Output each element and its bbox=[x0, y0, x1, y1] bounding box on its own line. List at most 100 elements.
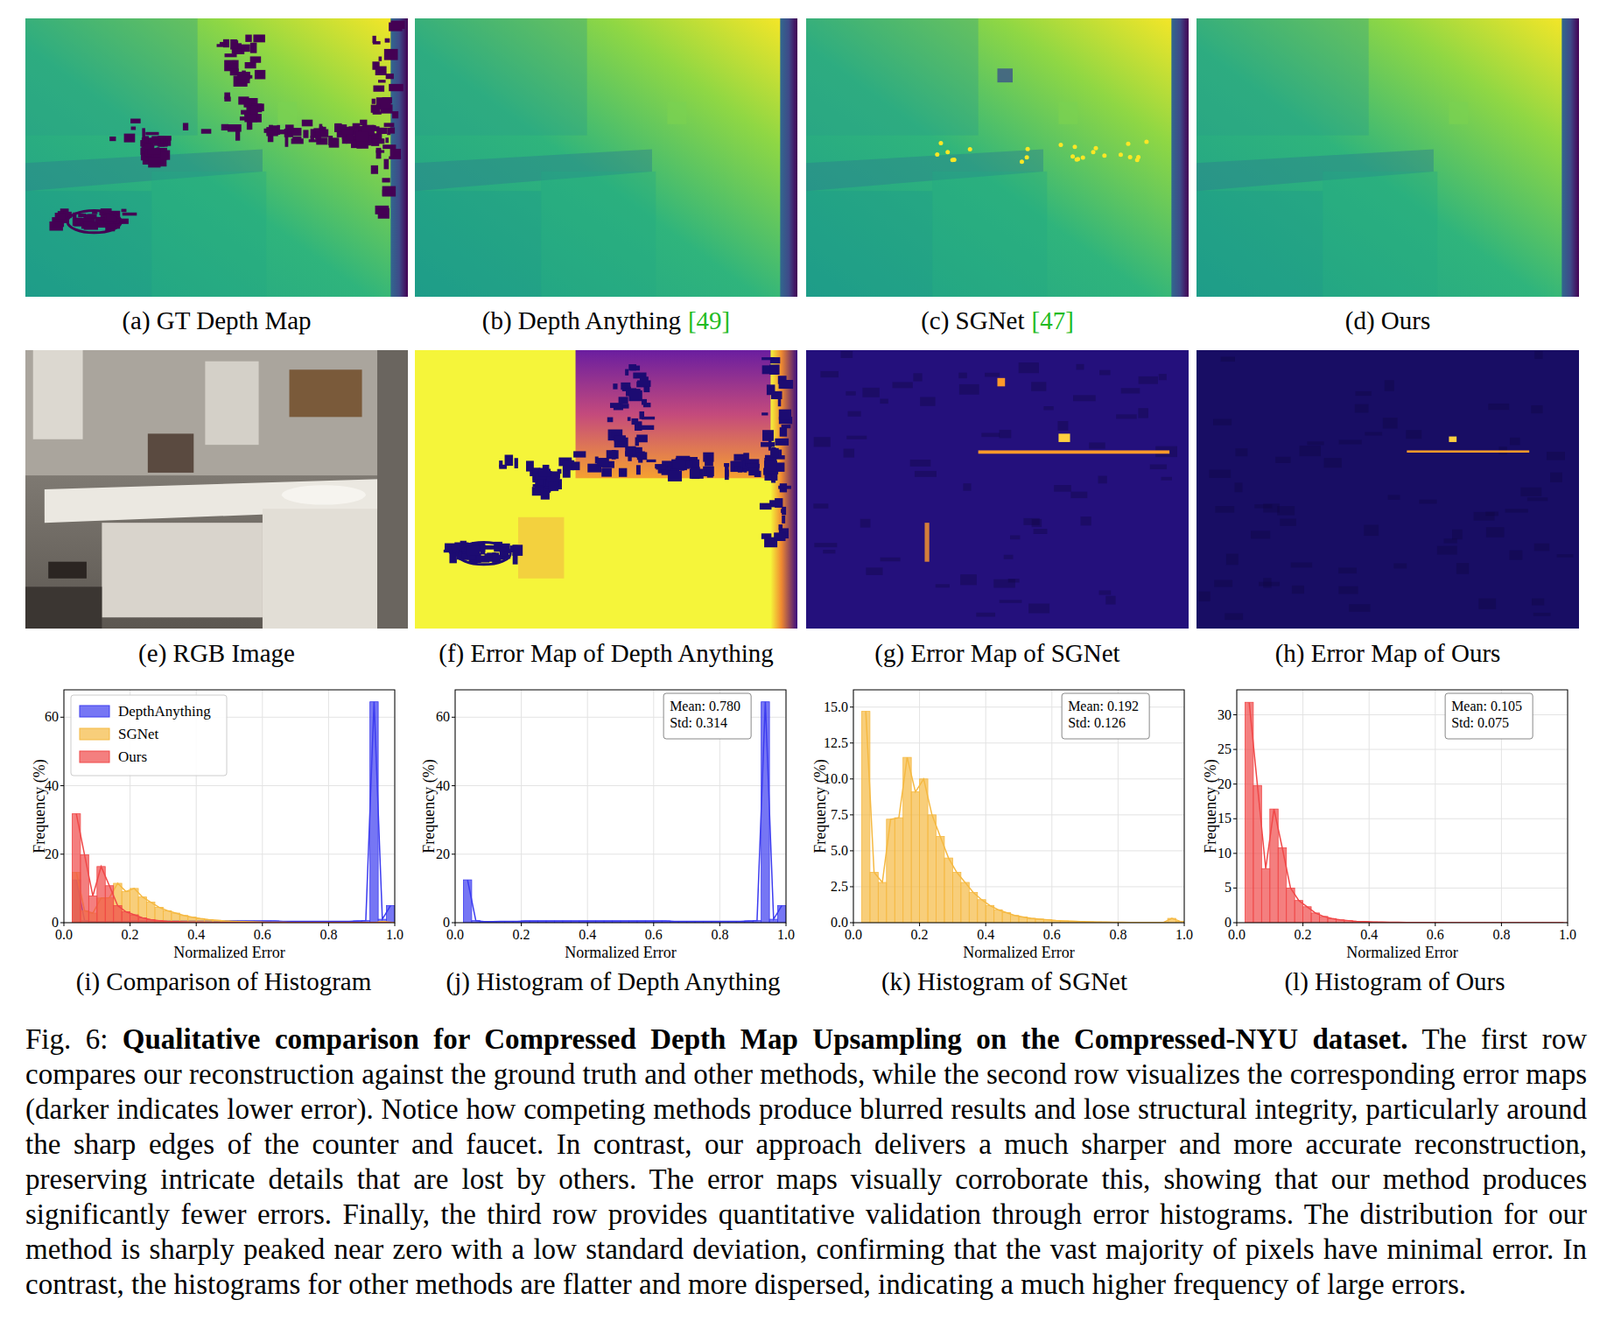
tick-label: 0.2 bbox=[512, 926, 531, 942]
image-region bbox=[637, 451, 647, 460]
histogram-bar bbox=[130, 888, 139, 923]
tick-mark bbox=[1051, 922, 1053, 927]
image-region bbox=[1322, 171, 1438, 297]
tick-mark bbox=[1302, 922, 1304, 927]
image-region bbox=[266, 126, 278, 136]
image-region bbox=[1105, 596, 1116, 605]
tick-mark bbox=[60, 922, 64, 924]
tick-label: 1.0 bbox=[385, 926, 404, 942]
image-region bbox=[25, 586, 102, 629]
image-region bbox=[958, 372, 968, 379]
image-region bbox=[806, 350, 1189, 629]
image-region bbox=[278, 129, 288, 134]
grid-line bbox=[652, 689, 654, 923]
image-region bbox=[624, 446, 636, 457]
histogram-bar bbox=[870, 872, 878, 923]
tick-label: 0.6 bbox=[253, 926, 272, 942]
stats-text: Mean: 0.780 bbox=[669, 698, 741, 714]
density-line bbox=[76, 814, 391, 923]
image-region bbox=[759, 503, 772, 510]
tick-label: 20 bbox=[435, 846, 450, 862]
image-region bbox=[862, 387, 879, 398]
histogram-chart: 0.00.20.40.60.81.00204060Normalized Erro… bbox=[30, 689, 404, 997]
tick-label: 1.0 bbox=[1558, 926, 1577, 942]
image-region bbox=[1534, 543, 1550, 552]
grid-line bbox=[1236, 783, 1568, 785]
chart-title: (l) Histogram of Ours bbox=[1284, 967, 1505, 997]
image-region bbox=[96, 217, 105, 220]
image-region bbox=[315, 129, 322, 141]
image-region bbox=[806, 190, 933, 297]
image-region bbox=[814, 542, 837, 548]
image-region bbox=[1075, 156, 1081, 162]
image-region bbox=[606, 449, 619, 459]
image-region bbox=[484, 545, 496, 550]
tick-label: 0 bbox=[442, 914, 450, 930]
image-region bbox=[743, 469, 747, 473]
grid-line bbox=[455, 785, 786, 786]
tick-label: 7.5 bbox=[830, 807, 849, 822]
image-region bbox=[1099, 370, 1111, 376]
image-region bbox=[1143, 139, 1149, 144]
tick-label: 15 bbox=[1217, 810, 1232, 826]
tick-label: 0.2 bbox=[911, 926, 929, 942]
image-panel bbox=[1196, 18, 1579, 297]
panel-caption: (d) Ours bbox=[1345, 306, 1431, 336]
image-region bbox=[618, 396, 629, 404]
image-region bbox=[781, 515, 786, 524]
image-region bbox=[1263, 577, 1271, 588]
image-region bbox=[385, 73, 394, 79]
image-region bbox=[1384, 379, 1395, 391]
tick-mark bbox=[652, 922, 654, 927]
image-region bbox=[618, 468, 627, 478]
image-region bbox=[879, 399, 888, 405]
tick-label: 0.6 bbox=[1426, 926, 1445, 942]
image-region bbox=[130, 119, 141, 124]
image-region bbox=[121, 209, 127, 213]
image-region bbox=[1487, 403, 1509, 410]
image-region bbox=[239, 116, 246, 120]
tick-mark bbox=[1233, 852, 1237, 854]
image-region bbox=[308, 139, 322, 142]
axis-label: Normalized Error bbox=[962, 943, 1074, 962]
image-region bbox=[25, 350, 408, 629]
image-region bbox=[224, 53, 238, 57]
grid-line bbox=[328, 689, 330, 923]
image-region bbox=[636, 435, 648, 443]
image-region bbox=[919, 397, 935, 407]
image-region bbox=[770, 357, 780, 364]
histogram-bar bbox=[994, 909, 1003, 923]
plot-frame bbox=[455, 689, 786, 923]
image-region bbox=[1070, 491, 1088, 499]
image-region bbox=[1486, 526, 1505, 538]
histogram-bar bbox=[1294, 900, 1303, 923]
image-region bbox=[84, 221, 99, 230]
image-region bbox=[640, 425, 654, 430]
tick-label: 0.0 bbox=[830, 914, 849, 930]
image-region bbox=[945, 149, 950, 155]
stats-box: Mean: 0.192Std: 0.126 bbox=[1061, 693, 1150, 739]
image-region bbox=[456, 541, 511, 564]
image-region bbox=[480, 544, 486, 555]
histogram-bar bbox=[861, 711, 870, 923]
image-region bbox=[254, 70, 266, 80]
histogram-bar bbox=[370, 701, 379, 923]
image-panel bbox=[806, 18, 1189, 297]
plot-frame bbox=[63, 689, 395, 923]
image-region bbox=[1125, 141, 1130, 147]
panel-caption: (c) SGNet[47] bbox=[920, 306, 1074, 336]
image-region bbox=[778, 409, 792, 421]
figure-caption: Fig. 6: Qualitative comparison for Compr… bbox=[25, 1021, 1587, 1302]
tick-label: 0.6 bbox=[645, 926, 663, 942]
grid-line bbox=[985, 689, 987, 923]
tick-label: 0 bbox=[51, 914, 59, 930]
tick-mark bbox=[985, 922, 987, 927]
axis-label: Normalized Error bbox=[173, 943, 285, 962]
tick-label: 40 bbox=[435, 778, 450, 793]
panel-caption-text: (a) GT Depth Map bbox=[121, 306, 311, 336]
image-region bbox=[1299, 445, 1321, 457]
image-region bbox=[1534, 350, 1543, 359]
image-region bbox=[781, 506, 786, 515]
image-region bbox=[1254, 504, 1272, 509]
tick-label: 0.4 bbox=[1360, 926, 1378, 942]
